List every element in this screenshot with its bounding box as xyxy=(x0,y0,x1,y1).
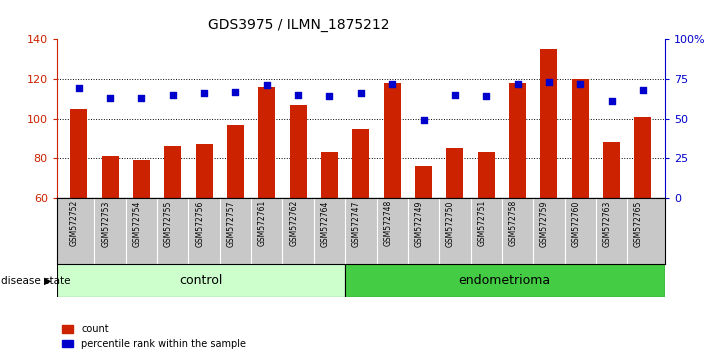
Point xyxy=(481,93,492,99)
Point xyxy=(167,92,178,98)
Text: GSM572765: GSM572765 xyxy=(634,200,643,247)
Text: GSM572753: GSM572753 xyxy=(101,200,110,247)
Point xyxy=(574,81,586,86)
Point xyxy=(606,98,617,104)
Text: GSM572757: GSM572757 xyxy=(227,200,235,247)
Bar xyxy=(509,83,526,198)
Bar xyxy=(478,153,495,198)
Text: GSM572762: GSM572762 xyxy=(289,200,298,246)
Bar xyxy=(415,166,432,198)
Text: GSM572758: GSM572758 xyxy=(508,200,518,246)
Point xyxy=(418,118,429,123)
Bar xyxy=(603,143,620,198)
Bar xyxy=(227,125,244,198)
Text: GSM572750: GSM572750 xyxy=(446,200,455,247)
Bar xyxy=(352,129,370,198)
Text: GSM572763: GSM572763 xyxy=(602,200,611,247)
Point xyxy=(543,79,555,85)
Bar xyxy=(634,116,651,198)
Bar xyxy=(196,144,213,198)
Text: GDS3975 / ILMN_1875212: GDS3975 / ILMN_1875212 xyxy=(208,18,390,32)
Bar xyxy=(258,87,275,198)
Bar xyxy=(70,109,87,198)
Bar xyxy=(133,160,150,198)
Text: GSM572755: GSM572755 xyxy=(164,200,173,247)
Text: disease state: disease state xyxy=(1,275,71,286)
Point xyxy=(449,92,461,98)
Bar xyxy=(447,148,464,198)
Bar xyxy=(289,105,306,198)
Point xyxy=(292,92,304,98)
Text: GSM572751: GSM572751 xyxy=(477,200,486,246)
Text: control: control xyxy=(179,274,223,287)
Point xyxy=(136,95,147,101)
Text: GSM572764: GSM572764 xyxy=(321,200,329,247)
Text: ▶: ▶ xyxy=(44,275,51,286)
Bar xyxy=(321,153,338,198)
Point xyxy=(387,81,398,86)
Text: GSM572760: GSM572760 xyxy=(571,200,580,247)
Point xyxy=(261,82,272,88)
Text: endometrioma: endometrioma xyxy=(459,274,551,287)
Bar xyxy=(345,264,665,297)
Bar xyxy=(57,264,345,297)
Text: GSM572748: GSM572748 xyxy=(383,200,392,246)
Legend: count, percentile rank within the sample: count, percentile rank within the sample xyxy=(62,324,246,349)
Text: GSM572747: GSM572747 xyxy=(352,200,361,247)
Bar xyxy=(540,49,557,198)
Bar xyxy=(572,79,589,198)
Text: GSM572761: GSM572761 xyxy=(258,200,267,246)
Text: GSM572754: GSM572754 xyxy=(132,200,141,247)
Point xyxy=(198,90,210,96)
Text: GSM572756: GSM572756 xyxy=(195,200,204,247)
Point xyxy=(73,86,85,91)
Point xyxy=(324,93,335,99)
Text: GSM572759: GSM572759 xyxy=(540,200,549,247)
Point xyxy=(637,87,648,93)
Bar xyxy=(383,83,401,198)
Point xyxy=(230,89,241,95)
Point xyxy=(512,81,523,86)
Point xyxy=(356,90,367,96)
Bar xyxy=(164,147,181,198)
Point xyxy=(105,95,116,101)
Text: GSM572752: GSM572752 xyxy=(70,200,79,246)
Text: GSM572749: GSM572749 xyxy=(415,200,424,247)
Bar xyxy=(102,156,119,198)
